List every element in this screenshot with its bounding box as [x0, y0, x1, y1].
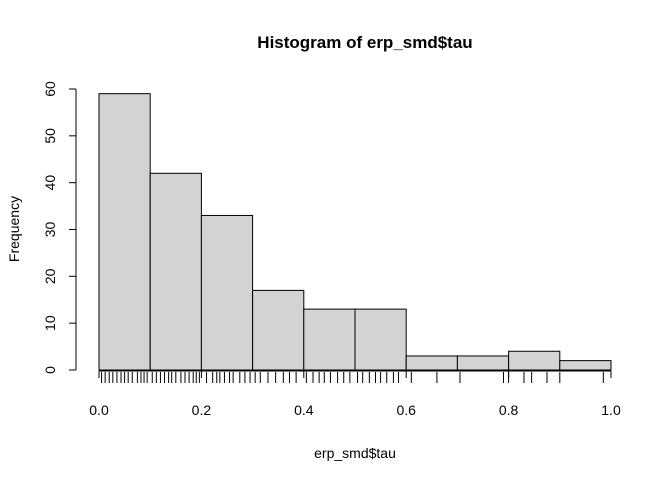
y-tick-label: 0 — [42, 366, 58, 374]
histogram-bar-4 — [303, 308, 356, 371]
histogram-bar-0 — [98, 93, 151, 371]
x-tick-label: 1.0 — [601, 402, 621, 418]
y-axis: 0 10 20 30 40 50 60 — [42, 81, 77, 374]
x-axis-label: erp_smd$tau — [314, 445, 396, 461]
y-tick-label: 10 — [42, 315, 58, 331]
histogram-bar-8 — [508, 350, 561, 371]
histogram-bar-5 — [354, 308, 407, 371]
x-tick-label: 0.6 — [396, 402, 416, 418]
histogram-bar-2 — [200, 214, 254, 371]
bars-group — [98, 93, 612, 371]
histogram-bar-1 — [149, 172, 202, 371]
y-tick-label: 20 — [42, 268, 58, 284]
histogram-bar-6 — [405, 355, 458, 371]
histogram-bar-3 — [252, 289, 305, 371]
x-tick-label: 0.2 — [192, 402, 212, 418]
y-tick-label: 30 — [42, 222, 58, 238]
y-tick-label: 50 — [42, 128, 58, 144]
histogram-bar-7 — [456, 355, 510, 371]
chart-title: Histogram of erp_smd$tau — [257, 33, 472, 52]
y-axis-label: Frequency — [6, 196, 22, 262]
y-tick-label: 40 — [42, 175, 58, 191]
histogram-bar-9 — [559, 360, 612, 371]
y-tick-label: 60 — [42, 81, 58, 97]
rug-group — [101, 372, 604, 383]
x-tick-label: 0.0 — [89, 402, 109, 418]
x-axis: 0.0 0.2 0.4 0.6 0.8 1.0 — [89, 370, 621, 418]
x-tick-label: 0.4 — [294, 402, 314, 418]
x-tick-label: 0.8 — [499, 402, 519, 418]
